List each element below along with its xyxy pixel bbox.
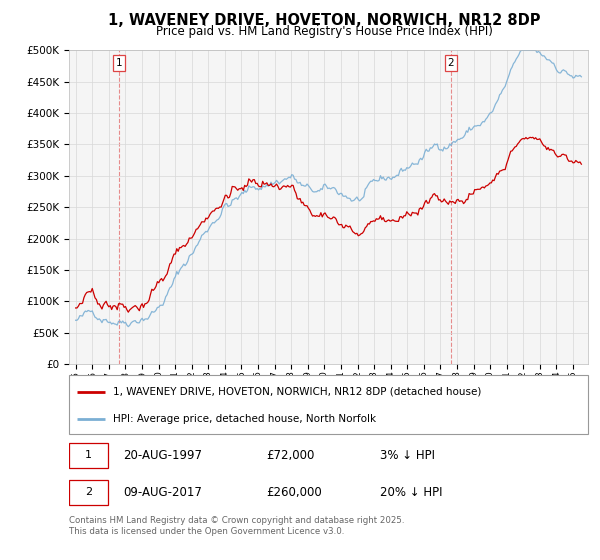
Text: 1, WAVENEY DRIVE, HOVETON, NORWICH, NR12 8DP: 1, WAVENEY DRIVE, HOVETON, NORWICH, NR12… <box>108 13 540 28</box>
Text: Price paid vs. HM Land Registry's House Price Index (HPI): Price paid vs. HM Land Registry's House … <box>155 25 493 38</box>
FancyBboxPatch shape <box>69 442 108 468</box>
Text: £72,000: £72,000 <box>266 449 314 462</box>
Text: 2: 2 <box>85 487 92 497</box>
Text: 3% ↓ HPI: 3% ↓ HPI <box>380 449 436 462</box>
FancyBboxPatch shape <box>69 479 108 505</box>
Text: HPI: Average price, detached house, North Norfolk: HPI: Average price, detached house, Nort… <box>113 414 376 424</box>
Text: 20-AUG-1997: 20-AUG-1997 <box>124 449 202 462</box>
Text: £260,000: £260,000 <box>266 486 322 499</box>
Text: 2: 2 <box>448 58 454 68</box>
Text: 1: 1 <box>116 58 122 68</box>
Text: 1, WAVENEY DRIVE, HOVETON, NORWICH, NR12 8DP (detached house): 1, WAVENEY DRIVE, HOVETON, NORWICH, NR12… <box>113 386 481 396</box>
Text: 09-AUG-2017: 09-AUG-2017 <box>124 486 202 499</box>
Text: 1: 1 <box>85 450 92 460</box>
Text: Contains HM Land Registry data © Crown copyright and database right 2025.
This d: Contains HM Land Registry data © Crown c… <box>69 516 404 536</box>
Text: 20% ↓ HPI: 20% ↓ HPI <box>380 486 443 499</box>
